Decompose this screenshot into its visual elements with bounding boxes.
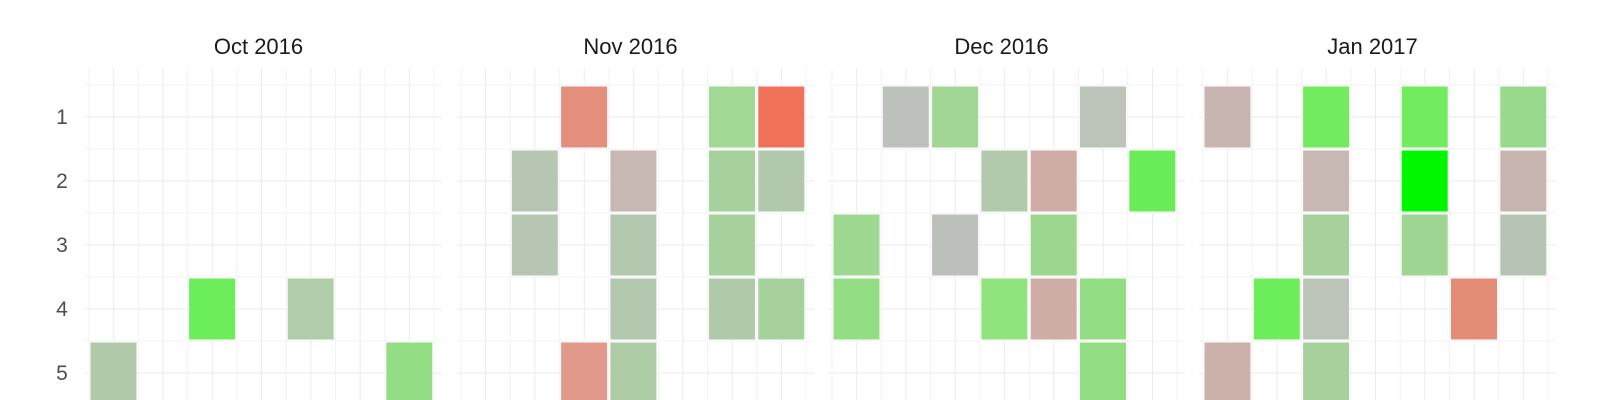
facet-panel: Dec 2016 xyxy=(828,34,1185,400)
heatmap-tile xyxy=(1499,149,1548,213)
heatmap-tile xyxy=(609,213,658,277)
heatmap-tile xyxy=(286,277,335,341)
heatmap-tile xyxy=(1079,341,1127,400)
row-label-3: 3 xyxy=(56,234,68,257)
heatmap-tile xyxy=(931,85,980,149)
heatmap-tile xyxy=(757,149,806,213)
heatmap-tile xyxy=(609,149,658,213)
facet-title: Dec 2016 xyxy=(954,34,1048,59)
heatmap-tile xyxy=(1302,277,1351,341)
row-label-5: 5 xyxy=(56,362,68,385)
heatmap-tile xyxy=(832,213,881,277)
heatmap-tile xyxy=(980,277,1029,341)
heatmap-tile xyxy=(1128,149,1177,213)
heatmap-tile xyxy=(1302,341,1351,400)
heatmap-tile xyxy=(609,341,658,400)
heatmap-tile xyxy=(708,85,756,149)
heatmap-tile xyxy=(1252,277,1301,341)
heatmap-tile xyxy=(1499,85,1548,149)
heatmap-tile xyxy=(708,149,756,213)
row-labels: 1 2 3 4 5 xyxy=(56,106,68,385)
heatmap-tile xyxy=(980,149,1029,213)
heatmap-tile xyxy=(560,341,609,400)
heatmap-tile xyxy=(1029,277,1078,341)
heatmap-tile xyxy=(1029,149,1078,213)
heatmap-tile xyxy=(1400,149,1449,213)
heatmap-tile xyxy=(385,341,434,400)
heatmap-tile xyxy=(1029,213,1078,277)
heatmap-tile xyxy=(881,85,930,149)
heatmap-tile xyxy=(1400,85,1449,149)
heatmap-tile xyxy=(757,85,806,149)
heatmap-tile xyxy=(1499,213,1548,277)
row-label-4: 4 xyxy=(56,298,68,321)
heatmap-tile xyxy=(931,213,980,277)
heatmap-tile xyxy=(609,277,658,341)
facet-panel: Nov 2016 xyxy=(457,34,814,400)
facet-title: Jan 2017 xyxy=(1327,34,1418,59)
heatmap-tile xyxy=(560,85,609,149)
heatmap-tile xyxy=(1079,85,1127,149)
row-label-2: 2 xyxy=(56,170,68,193)
facets: Oct 2016 Nov 2016 Dec 2016 Jan 2017 xyxy=(85,34,1556,400)
facet-title: Oct 2016 xyxy=(214,34,303,59)
heatmap-tile xyxy=(1302,149,1351,213)
heatmap-tile xyxy=(188,277,237,341)
heatmap-tile xyxy=(708,277,756,341)
heatmap-tile xyxy=(1400,213,1449,277)
facet-title: Nov 2016 xyxy=(583,34,677,59)
heatmap-tile xyxy=(1302,85,1351,149)
heatmap-tile xyxy=(1302,213,1351,277)
heatmap-tile xyxy=(1079,277,1127,341)
heatmap-tile xyxy=(708,213,756,277)
heatmap-tile xyxy=(1450,277,1498,341)
heatmap-tile xyxy=(1203,85,1252,149)
heatmap-tile xyxy=(757,277,806,341)
heatmap-tile xyxy=(89,341,138,400)
facet-panel: Oct 2016 xyxy=(85,34,442,400)
row-label-1: 1 xyxy=(56,106,68,129)
heatmap-tile xyxy=(832,277,881,341)
heatmap-tile xyxy=(510,149,559,213)
heatmap-tile xyxy=(510,213,559,277)
facet-panel: Jan 2017 xyxy=(1199,34,1556,400)
heatmap-tile xyxy=(1203,341,1252,400)
